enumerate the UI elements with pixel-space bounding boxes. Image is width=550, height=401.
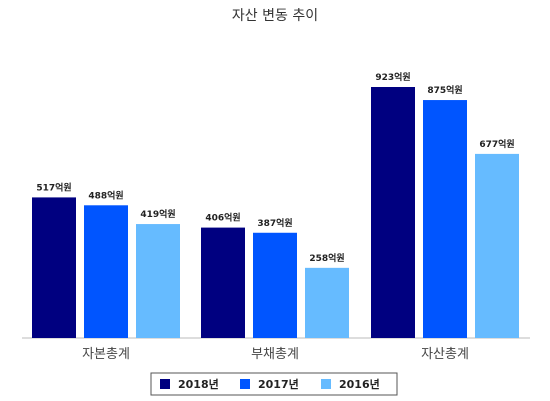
- value-label: 258억원: [309, 252, 344, 264]
- bar-자본총계-2017년: [84, 205, 128, 338]
- bar-자산총계-2016년: [475, 153, 519, 338]
- value-label: 875억원: [427, 84, 462, 96]
- bar-자본총계-2016년: [136, 224, 180, 338]
- legend: 2018년 2017년 2016년: [150, 372, 398, 396]
- value-label: 923억원: [375, 71, 410, 83]
- legend-swatch: [240, 379, 250, 389]
- value-label: 488억원: [88, 189, 123, 201]
- value-label: 517억원: [36, 181, 71, 193]
- bar-자산총계-2018년: [371, 87, 415, 338]
- bar-부채총계-2018년: [201, 227, 245, 338]
- bar-부채총계-2016년: [305, 267, 349, 338]
- category-label: 부채총계: [251, 347, 299, 362]
- value-label: 677억원: [479, 138, 514, 150]
- value-label: 406억원: [205, 212, 240, 224]
- legend-box: [150, 372, 398, 396]
- legend-label: 2017년: [258, 377, 299, 391]
- value-labels-group: 517억원 488억원 419억원 406억원 387억원 258억원 923억원 875억원…: [36, 71, 514, 264]
- legend-swatch: [321, 379, 331, 389]
- category-label: 자산총계: [421, 347, 469, 362]
- legend-swatch: [160, 379, 170, 389]
- value-label: 387억원: [257, 217, 292, 229]
- bar-부채총계-2017년: [253, 232, 297, 338]
- legend-label: 2018년: [178, 377, 219, 391]
- value-label: 419억원: [140, 208, 175, 220]
- category-labels-group: 자본총계 부채총계 자산총계: [82, 347, 469, 362]
- bars-group: [32, 87, 519, 338]
- legend-label: 2016년: [339, 377, 380, 391]
- bar-자본총계-2018년: [32, 197, 76, 338]
- bar-자산총계-2017년: [423, 100, 467, 338]
- chart-title: 자산 변동 추이: [232, 8, 318, 24]
- category-label: 자본총계: [82, 347, 130, 362]
